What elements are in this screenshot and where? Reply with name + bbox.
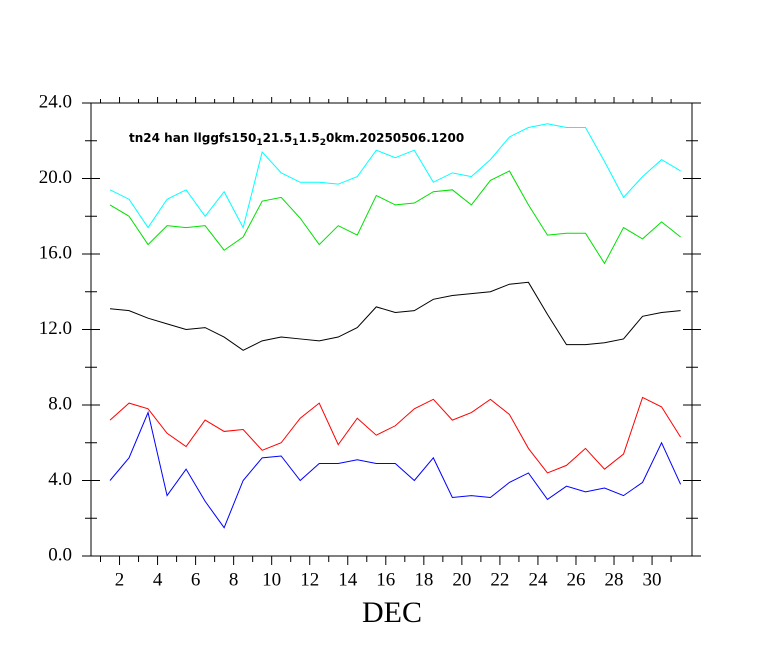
x-tick-label: 14: [338, 569, 358, 590]
title-part: tn24 han llggfs150: [129, 131, 256, 145]
title-subscript: 1: [256, 138, 262, 148]
chart-title: tn24 han llggfs150121.511.520km.20250506…: [129, 131, 464, 148]
plot-frame: [90, 102, 693, 557]
x-tick-label: 8: [229, 569, 239, 590]
x-axis-label: DEC: [362, 596, 422, 629]
y-tick-label: 24.0: [39, 91, 72, 112]
y-tick-label: 20.0: [39, 167, 72, 188]
y-tick-label: 12.0: [39, 318, 72, 339]
title-part: 1.5: [298, 131, 319, 145]
x-tick-label: 16: [376, 569, 395, 590]
title-subscript: 2: [320, 138, 326, 148]
x-tick-label: 26: [566, 569, 585, 590]
title-subscript: 1: [292, 138, 298, 148]
series-line: [109, 123, 681, 229]
y-tick-label: 4.0: [48, 469, 72, 490]
x-tick-label: 6: [191, 569, 201, 590]
x-tick-label: 10: [262, 569, 281, 590]
y-tick-label: 16.0: [39, 242, 72, 263]
x-tick-label: 22: [490, 569, 509, 590]
title-part: 21.5: [263, 131, 293, 145]
series-line: [109, 170, 681, 265]
x-tick-label: 24: [528, 569, 548, 590]
title-part: 0km.20250506.1200: [326, 131, 464, 145]
x-tick-label: 18: [414, 569, 433, 590]
y-tick-label: 0.0: [48, 544, 72, 565]
series-line: [109, 281, 681, 351]
x-tick-label: 30: [643, 569, 662, 590]
series-line: [109, 396, 682, 474]
x-tick-label: 28: [605, 569, 624, 590]
x-tick-label: 2: [115, 569, 125, 590]
x-tick-label: 20: [452, 569, 471, 590]
x-tick-label: 4: [153, 569, 163, 590]
series-line: [109, 410, 682, 529]
x-tick-label: 12: [300, 569, 319, 590]
y-tick-label: 8.0: [48, 393, 72, 414]
